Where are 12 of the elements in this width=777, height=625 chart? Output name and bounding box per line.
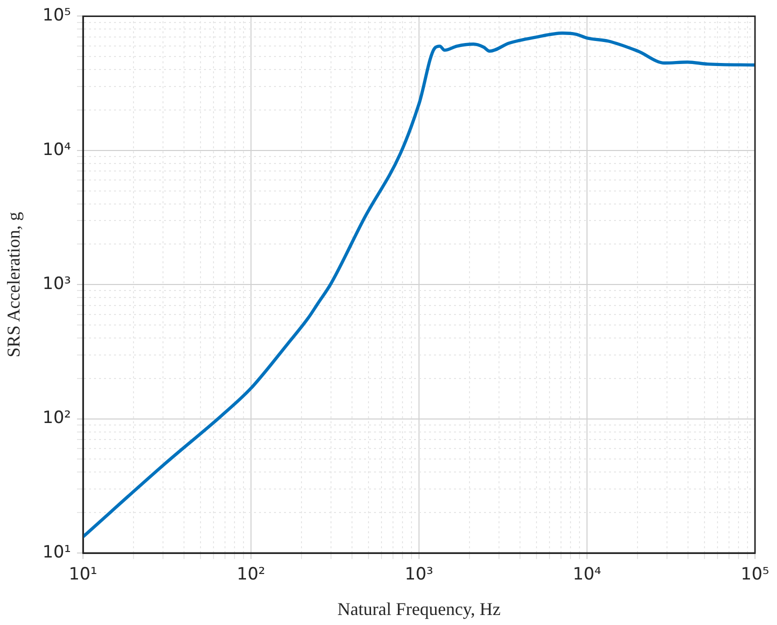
x-tick-label: 10⁴ <box>572 564 602 585</box>
y-tick-label: 10⁴ <box>42 140 72 160</box>
x-tick-label: 10⁵ <box>740 564 770 585</box>
x-axis-title: Natural Frequency, Hz <box>337 598 501 619</box>
y-tick-label: 10² <box>42 408 71 428</box>
y-tick-label: 10¹ <box>42 542 71 562</box>
y-axis-title: SRS Acceleration, g <box>4 212 24 358</box>
x-tick-label: 10¹ <box>68 564 98 585</box>
x-tick-label: 10² <box>236 564 266 585</box>
x-tick-label: 10³ <box>404 564 434 585</box>
y-tick-label: 10³ <box>42 274 71 294</box>
y-tick-label: 10⁵ <box>42 6 71 26</box>
